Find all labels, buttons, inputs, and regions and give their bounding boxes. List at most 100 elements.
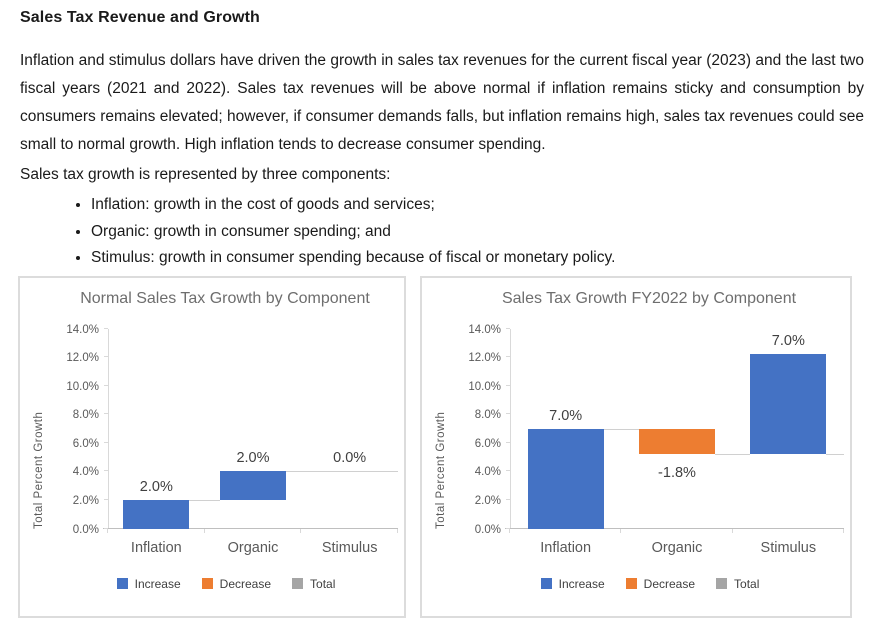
y-axis-line: [108, 328, 109, 529]
y-tick-mark: [104, 384, 108, 386]
y-tick-label: 12.0%: [468, 352, 501, 365]
chart-panel-normal-growth: Normal Sales Tax Growth by Component Tot…: [18, 275, 406, 618]
x-tick-mark: [620, 528, 622, 533]
plot-area: 0.0% 2.0% 4.0% 6.0% 8.0% 10.0% 12.0% 14.0% 2.0% I…: [66, 324, 398, 556]
y-tick-label: 10.0%: [66, 380, 99, 393]
document-body: Sales Tax Revenue and Growth Inflation a…: [0, 0, 880, 272]
y-tick-label: 10.0%: [468, 380, 501, 393]
y-tick-label: 12.0%: [66, 352, 99, 365]
legend-swatch-increase: [540, 578, 552, 589]
y-tick-mark: [506, 527, 510, 529]
legend-label: Total: [734, 576, 760, 591]
y-tick-mark: [506, 384, 510, 386]
legend-swatch-increase: [116, 578, 128, 589]
y-axis-title: Total Percent Growth: [33, 411, 45, 529]
y-tick-label: 14.0%: [66, 323, 99, 336]
x-tick-mark: [397, 528, 398, 533]
x-tick-mark: [300, 528, 302, 533]
y-tick-label: 4.0%: [72, 466, 99, 479]
y-tick-mark: [506, 356, 510, 358]
legend-item-total: Total: [292, 577, 335, 591]
document-heading: Sales Tax Revenue and Growth: [20, 9, 260, 26]
plot-area: 0.0% 2.0% 4.0% 6.0% 8.0% 10.0% 12.0% 14.0% 7.0% I…: [468, 324, 844, 556]
y-tick-label: 8.0%: [474, 409, 501, 422]
intro-paragraph: Inflation and stimulus dollars have driv…: [20, 52, 864, 153]
y-tick-label: 8.0%: [72, 409, 99, 422]
y-axis-line: [510, 328, 511, 529]
y-tick-mark: [506, 327, 510, 329]
bar-inflation: [123, 499, 190, 529]
list-item-inflation: Inflation: growth in the cost of goods a…: [91, 192, 864, 219]
x-tick-mark: [731, 528, 733, 533]
x-tick-mark: [843, 528, 844, 533]
y-tick-mark: [506, 413, 510, 415]
connector-line: [285, 471, 398, 473]
component-list: Inflation: growth in the cost of goods a…: [20, 192, 864, 272]
y-tick-label: 6.0%: [474, 437, 501, 450]
connector-line: [826, 454, 844, 456]
list-item-organic: Organic: growth in consumer spending; an…: [91, 219, 864, 246]
legend-swatch-decrease: [201, 578, 213, 589]
y-axis-title: Total Percent Growth: [435, 411, 447, 529]
category-label-stimulus: Stimulus: [321, 539, 378, 556]
legend-swatch-total: [716, 578, 728, 589]
chart-legend: Increase Decrease Total: [54, 577, 398, 591]
legend-label: Decrease: [219, 576, 272, 591]
y-tick-label: 14.0%: [468, 323, 501, 336]
legend-item-increase: Increase: [116, 576, 181, 591]
data-label-organic: 2.0%: [236, 450, 270, 467]
charts-row: Normal Sales Tax Growth by Component Tot…: [18, 275, 880, 618]
legend-label: Total: [310, 576, 336, 591]
category-label-stimulus: Stimulus: [760, 539, 817, 556]
x-axis-line: [505, 527, 844, 529]
chart-legend: Increase Decrease Total: [456, 577, 844, 591]
connector-line: [714, 454, 751, 456]
legend-item-decrease: Decrease: [625, 577, 695, 591]
bar-stimulus: [750, 354, 827, 455]
y-tick-mark: [104, 527, 108, 529]
category-label-inflation: Inflation: [130, 539, 182, 556]
bar-inflation: [527, 428, 604, 529]
y-tick-mark: [104, 470, 108, 472]
chart-title: Normal Sales Tax Growth by Component: [80, 289, 370, 307]
y-tick-mark: [506, 470, 510, 472]
bar-organic: [639, 428, 715, 455]
data-label-inflation: 2.0%: [139, 478, 173, 495]
list-item-stimulus: Stimulus: growth in consumer spending be…: [91, 245, 864, 272]
y-tick-label: 6.0%: [72, 437, 99, 450]
y-tick-mark: [104, 441, 108, 443]
legend-label: Increase: [134, 576, 181, 591]
y-tick-mark: [104, 327, 108, 329]
legend-swatch-decrease: [625, 578, 637, 589]
category-label-organic: Organic: [651, 539, 703, 556]
category-label-organic: Organic: [227, 539, 279, 556]
x-tick-mark: [107, 528, 108, 533]
y-tick-label: 0.0%: [474, 523, 501, 536]
data-label-inflation: 7.0%: [549, 407, 583, 424]
y-tick-mark: [104, 413, 108, 415]
x-tick-mark: [509, 528, 510, 533]
y-tick-mark: [104, 498, 108, 500]
data-label-stimulus: 7.0%: [771, 333, 805, 350]
data-label-organic: -1.8%: [658, 465, 696, 482]
legend-swatch-total: [292, 578, 304, 589]
y-tick-mark: [104, 356, 108, 358]
bar-organic: [220, 471, 286, 500]
category-label-inflation: Inflation: [540, 539, 592, 556]
connector-line: [603, 428, 640, 430]
x-tick-mark: [203, 528, 205, 533]
y-tick-label: 2.0%: [474, 494, 501, 507]
y-tick-label: 4.0%: [474, 466, 501, 479]
chart-title: Sales Tax Growth FY2022 by Component: [501, 289, 797, 307]
list-intro: Sales tax growth is represented by three…: [20, 166, 391, 183]
data-label-stimulus: 0.0%: [333, 450, 367, 467]
legend-label: Increase: [558, 576, 605, 591]
y-tick-label: 0.0%: [72, 523, 99, 536]
connector-line: [189, 499, 221, 501]
legend-item-total: Total: [716, 577, 759, 591]
y-tick-label: 2.0%: [72, 494, 99, 507]
chart-panel-fy2022-growth: Sales Tax Growth FY2022 by Component Tot…: [420, 275, 852, 618]
legend-item-increase: Increase: [540, 576, 605, 591]
x-axis-line: [103, 527, 398, 529]
y-tick-mark: [506, 441, 510, 443]
